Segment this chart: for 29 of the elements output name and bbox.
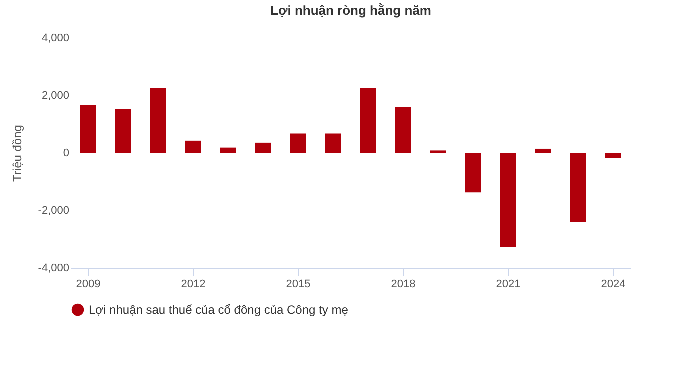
bar xyxy=(256,142,272,153)
bar xyxy=(500,153,516,248)
bar xyxy=(290,134,306,153)
y-tick-label: -4,000 xyxy=(38,262,70,274)
y-tick-label: 0 xyxy=(63,148,70,160)
bar xyxy=(186,140,202,153)
bar xyxy=(326,134,342,153)
legend-label: Lợi nhuận sau thuế của cổ đông của Công ty mẹ xyxy=(89,303,349,317)
x-tick-label: 2012 xyxy=(181,278,206,290)
bar xyxy=(150,88,166,153)
bar xyxy=(606,153,622,158)
bar xyxy=(570,153,586,222)
bar xyxy=(536,148,552,153)
x-tick-label: 2024 xyxy=(601,278,626,290)
bar xyxy=(116,109,132,153)
y-tick-label: 4,000 xyxy=(42,32,70,44)
chart-title: Lợi nhuận ròng hằng năm xyxy=(270,3,432,18)
x-tick-label: 2021 xyxy=(496,278,521,290)
y-tick-label: -2,000 xyxy=(38,205,70,217)
bar xyxy=(396,107,412,153)
bar xyxy=(466,153,482,193)
x-tick-label: 2015 xyxy=(286,278,311,290)
x-tick-label: 2018 xyxy=(391,278,416,290)
y-tick-label: 2,000 xyxy=(42,90,70,102)
y-axis-title: Triệu đồng xyxy=(10,125,24,182)
bar xyxy=(80,105,96,153)
bar xyxy=(220,148,236,153)
x-tick-label: 2009 xyxy=(76,278,101,290)
bar xyxy=(360,88,376,153)
